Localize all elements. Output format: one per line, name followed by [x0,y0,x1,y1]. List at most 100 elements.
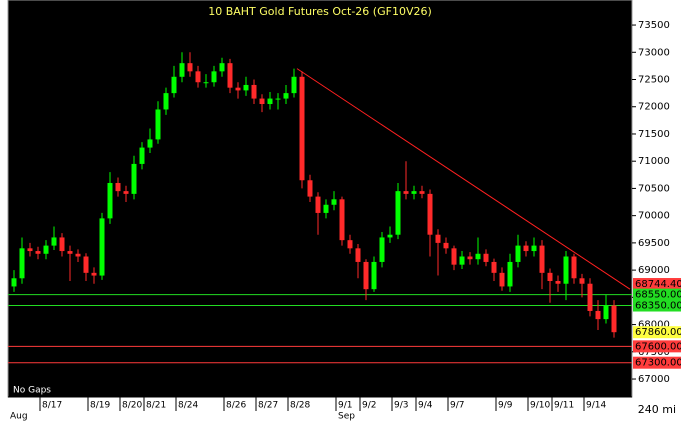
level-label: 67300.00 [635,358,681,369]
candle-body [131,163,137,194]
candle-body [115,182,121,192]
x-tick-label: 8/26 [226,401,246,411]
level-box [633,299,681,312]
y-tick-label: 71000 [638,156,670,167]
candle-body [235,87,241,91]
x-tick-label: 9/4 [418,401,433,411]
candle-body [387,234,393,238]
x-tick-label: 9/11 [554,401,574,411]
candle-body [203,82,209,84]
candle-body [35,251,41,254]
candle-body [515,245,521,262]
candle-body [547,272,553,282]
month-label: Aug [10,412,28,422]
candle-body [579,278,585,284]
candle-body [427,193,433,235]
candle-body [67,251,73,254]
x-tick-label: 8/24 [178,401,198,411]
level-box [633,326,681,339]
candle-body [59,237,65,252]
x-tick-label: 8/28 [290,401,310,411]
candle-body [83,256,89,273]
x-tick-label: 9/14 [586,401,606,411]
y-tick-label: 71500 [638,129,670,140]
candle-body [147,139,153,148]
candle-body [283,93,289,99]
x-tick-label: 9/10 [530,401,550,411]
candle-body [531,245,537,252]
x-tick-label: 8/21 [146,401,166,411]
y-tick-label: 68000 [638,320,670,331]
candle-body [91,272,97,276]
y-tick-label: 70500 [638,183,670,194]
y-tick-label: 73500 [638,20,670,31]
candle-body [211,71,217,83]
x-tick-label: 8/20 [122,401,142,411]
month-label: Sep [338,412,355,422]
candle-body [467,256,473,260]
candle-body [267,98,273,105]
candle-body [603,305,609,320]
level-box [633,288,681,301]
level-label: 68350.00 [635,301,681,312]
candle-body [27,248,33,252]
candle-body [187,63,193,72]
candle-body [163,93,169,110]
candle-body [179,63,185,77]
candle-body [395,191,401,235]
y-tick-label: 69000 [638,265,670,276]
candle-body [611,305,617,333]
x-tick-label: 8/19 [90,401,110,411]
x-tick-label: 9/2 [362,401,376,411]
candle-body [523,245,529,252]
candle-body [571,256,577,279]
candle-body [259,98,265,105]
candle-body [227,63,233,88]
y-tick-label: 67000 [638,374,670,385]
candle-body [347,240,353,249]
candle-body [195,71,201,83]
candle-body [315,196,321,213]
trendline [296,68,631,290]
candle-body [451,248,457,265]
candle-body [171,76,177,94]
candle-body [491,261,497,273]
level-box [633,340,681,353]
candle-body [563,256,569,284]
candle-body [475,253,481,260]
candle-body [19,248,25,279]
y-tick-label: 72000 [638,102,670,113]
candle-body [219,63,225,72]
candle-body [107,182,113,219]
level-label: 68550.00 [635,290,681,301]
candle-body [435,234,441,243]
candle-body [483,253,489,262]
x-tick-label: 9/1 [338,401,352,411]
y-tick-label: 73000 [638,47,670,58]
level-box [633,356,681,369]
candle-body [331,199,337,205]
candle-body [99,218,105,276]
candle-body [323,204,329,213]
y-tick-label: 70000 [638,211,670,222]
y-tick-label: 69500 [638,238,670,249]
candle-body [307,180,313,197]
x-tick-label: 8/27 [258,401,278,411]
candle-body [371,261,377,290]
candle-body [459,256,465,265]
level-label: 67860.00 [635,327,681,338]
candle-body [123,191,129,194]
interval-label: 240 mi [638,403,676,416]
level-label: 67600.00 [635,341,681,352]
chart-title: 10 BAHT Gold Futures Oct-26 (GF10V26) [208,5,432,18]
candle-body [355,248,361,262]
candle-body [75,253,81,257]
candle-body [275,98,281,100]
x-tick-label: 9/7 [450,401,464,411]
candle-body [507,261,513,287]
candle-body [595,310,601,320]
candle-body [363,261,369,290]
x-tick-label: 9/3 [394,401,408,411]
candle-body [411,191,417,194]
